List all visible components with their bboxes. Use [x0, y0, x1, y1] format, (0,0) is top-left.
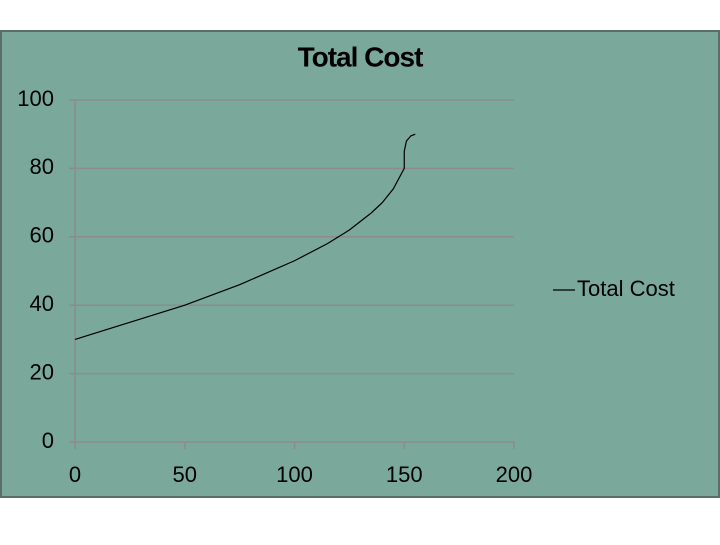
y-tick-label: 80: [30, 154, 54, 179]
x-tick-label: 100: [276, 462, 313, 487]
chart-area: [0, 30, 720, 498]
y-tick-label: 20: [30, 359, 54, 384]
x-tick-label: 150: [386, 462, 423, 487]
y-tick-label: 0: [42, 428, 54, 453]
y-tick-label: 100: [17, 86, 54, 111]
chart-title: Total Cost: [298, 41, 423, 72]
x-tick-label: 50: [173, 462, 197, 487]
y-tick-label: 40: [30, 291, 54, 316]
x-tick-label: 200: [496, 462, 533, 487]
legend-label: Total Cost: [577, 276, 675, 301]
y-tick-label: 60: [30, 223, 54, 248]
x-tick-label: 0: [69, 462, 81, 487]
line: [74, 133, 416, 340]
